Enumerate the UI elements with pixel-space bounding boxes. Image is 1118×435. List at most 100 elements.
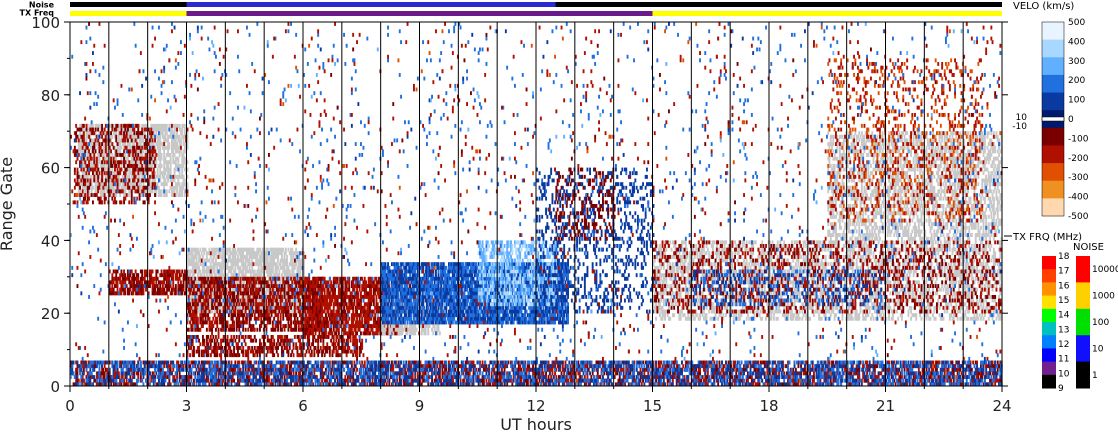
echo-cell — [216, 309, 219, 314]
echo-cell — [158, 149, 160, 154]
echo-cell — [142, 156, 145, 161]
echo-cell — [139, 189, 142, 194]
echo-cell — [160, 189, 163, 194]
echo-cell — [139, 171, 142, 176]
echo-cell — [120, 123, 123, 128]
echo-cell — [94, 182, 97, 187]
echo-cell — [304, 353, 307, 358]
echo-cell — [204, 309, 207, 314]
echo-cell — [117, 149, 120, 154]
echo-cell — [80, 145, 83, 150]
echo-cell — [112, 185, 115, 190]
echo-cell — [327, 324, 330, 328]
echo-cell — [177, 123, 180, 128]
echo-cell — [116, 269, 119, 274]
echo-cell — [252, 302, 255, 307]
echo-cell — [336, 335, 339, 339]
echo-cell — [75, 182, 78, 187]
echo-cell — [85, 182, 88, 187]
echo-cell — [150, 138, 153, 143]
echo-cell — [95, 167, 98, 172]
echo-cell — [115, 156, 118, 161]
echo-cell — [81, 160, 84, 165]
echo-cell — [293, 316, 296, 321]
echo-cell — [169, 156, 172, 161]
echo-cell — [322, 349, 325, 354]
echo-cell — [237, 262, 239, 267]
echo-cell — [103, 164, 106, 168]
echo-cell — [337, 338, 340, 343]
echo-cell — [290, 320, 292, 325]
echo-cell — [82, 164, 85, 168]
echo-cell — [101, 134, 103, 139]
echo-cell — [158, 153, 160, 157]
echo-cell — [165, 131, 168, 136]
echo-cell — [120, 138, 123, 143]
echo-cell — [129, 287, 132, 292]
echo-cell — [121, 178, 124, 183]
echo-cell — [358, 338, 361, 343]
echo-cell — [128, 145, 131, 150]
echo-cell — [92, 193, 94, 197]
echo-cell — [111, 127, 114, 132]
echo-cell — [344, 346, 347, 350]
echo-cell — [143, 131, 146, 136]
echo-cell — [145, 138, 147, 143]
echo-cell — [168, 153, 171, 157]
echo-cell — [147, 193, 150, 197]
echo-cell — [361, 342, 364, 347]
echo-cell — [119, 149, 122, 154]
echo-cell — [128, 123, 131, 128]
echo-cell — [128, 189, 131, 194]
echo-cell — [151, 153, 154, 157]
echo-cell — [88, 127, 90, 132]
echo-cell — [278, 269, 281, 274]
echo-cell — [299, 269, 301, 274]
echo-cell — [217, 327, 220, 332]
echo-cell — [99, 164, 102, 168]
echo-cell — [130, 193, 133, 197]
echo-cell — [137, 174, 140, 179]
echo-cell — [151, 142, 154, 146]
echo-cell — [95, 142, 98, 146]
echo-cell — [318, 309, 321, 314]
echo-cell — [104, 182, 107, 187]
echo-cell — [79, 145, 81, 150]
echo-cell — [120, 291, 123, 296]
echo-cell — [76, 182, 79, 187]
echo-cell — [90, 189, 93, 194]
echo-cell — [173, 189, 176, 194]
echo-cell — [141, 171, 144, 176]
echo-cell — [139, 131, 142, 136]
echo-cell — [271, 324, 274, 328]
echo-cell — [93, 156, 96, 161]
echo-cell — [102, 131, 105, 136]
echo-cell — [242, 346, 245, 350]
echo-cell — [145, 123, 147, 128]
echo-cell — [167, 178, 169, 183]
echo-cell — [165, 164, 168, 168]
echo-cell — [133, 174, 136, 179]
echo-cell — [337, 309, 340, 314]
echo-cell — [139, 280, 142, 285]
echo-cell — [161, 171, 164, 176]
echo-cell — [137, 287, 140, 292]
echo-cell — [233, 295, 235, 299]
echo-cell — [191, 251, 194, 256]
echo-cell — [145, 142, 147, 146]
echo-cell — [90, 156, 93, 161]
echo-cell — [92, 185, 94, 190]
echo-cell — [84, 164, 87, 168]
echo-cell — [172, 273, 175, 278]
echo-cell — [95, 174, 98, 179]
echo-cell — [116, 171, 119, 176]
tx-freq-strip-segment — [186, 11, 653, 16]
echo-cell — [132, 160, 134, 165]
echo-cell — [198, 287, 200, 292]
echo-cell — [246, 316, 248, 321]
echo-cell — [229, 247, 232, 252]
echo-cell — [178, 269, 181, 274]
echo-cell — [347, 349, 349, 354]
echo-cell — [171, 127, 173, 132]
echo-cell — [165, 153, 168, 157]
